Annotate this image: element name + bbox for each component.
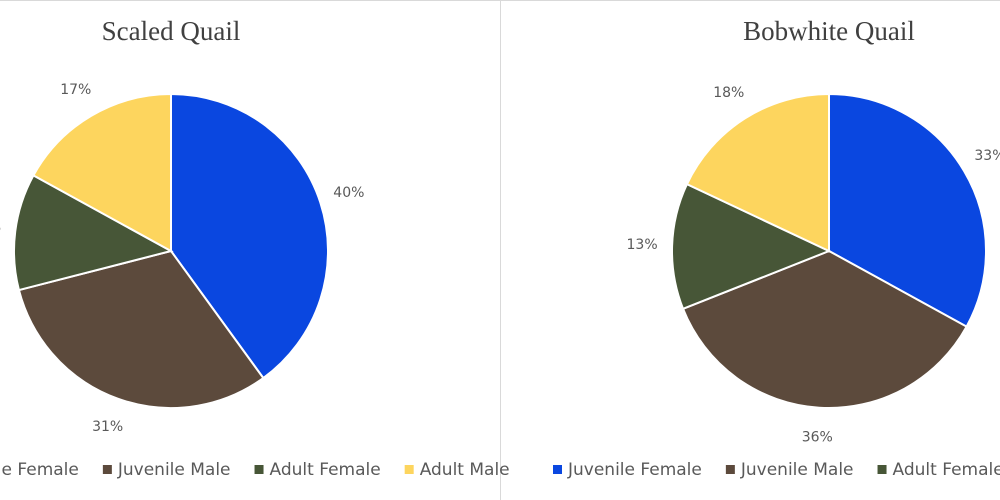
legend-marker (553, 465, 562, 474)
pie-slice (685, 92, 830, 253)
pie-slice (17, 249, 265, 409)
data-label: 33% (974, 148, 1000, 164)
pie-slice (32, 92, 172, 253)
chart-title: Bobwhite Quail (743, 16, 915, 46)
pie-slice (671, 182, 832, 311)
pie-slice (828, 92, 987, 328)
legend-label: Adult Female (893, 460, 1000, 480)
data-label: 18% (713, 85, 744, 101)
legend-label: Juvenile Male (117, 460, 231, 480)
legend-label: Juvenile Female (567, 460, 702, 480)
legend-marker (404, 465, 414, 474)
legend-marker (725, 465, 735, 474)
legend-label: Juvenile Male (740, 460, 854, 480)
data-label: 12% (0, 220, 1, 236)
legend-label: Adult Female (270, 460, 381, 480)
chart-title: Scaled Quail (102, 16, 241, 46)
pie-slice (13, 174, 174, 292)
legend-marker (254, 465, 264, 474)
data-label: 31% (92, 419, 123, 435)
data-label: 40% (333, 185, 364, 201)
pie-slice (170, 92, 329, 380)
legend-marker (877, 465, 887, 474)
legend-label: Juvenile Female (0, 460, 79, 480)
data-label: 17% (60, 82, 91, 98)
legend-marker (102, 465, 112, 474)
data-label: 13% (627, 237, 658, 253)
legend-label: Adult Male (420, 460, 510, 480)
data-label: 36% (802, 430, 833, 446)
pie-slice (681, 249, 968, 409)
